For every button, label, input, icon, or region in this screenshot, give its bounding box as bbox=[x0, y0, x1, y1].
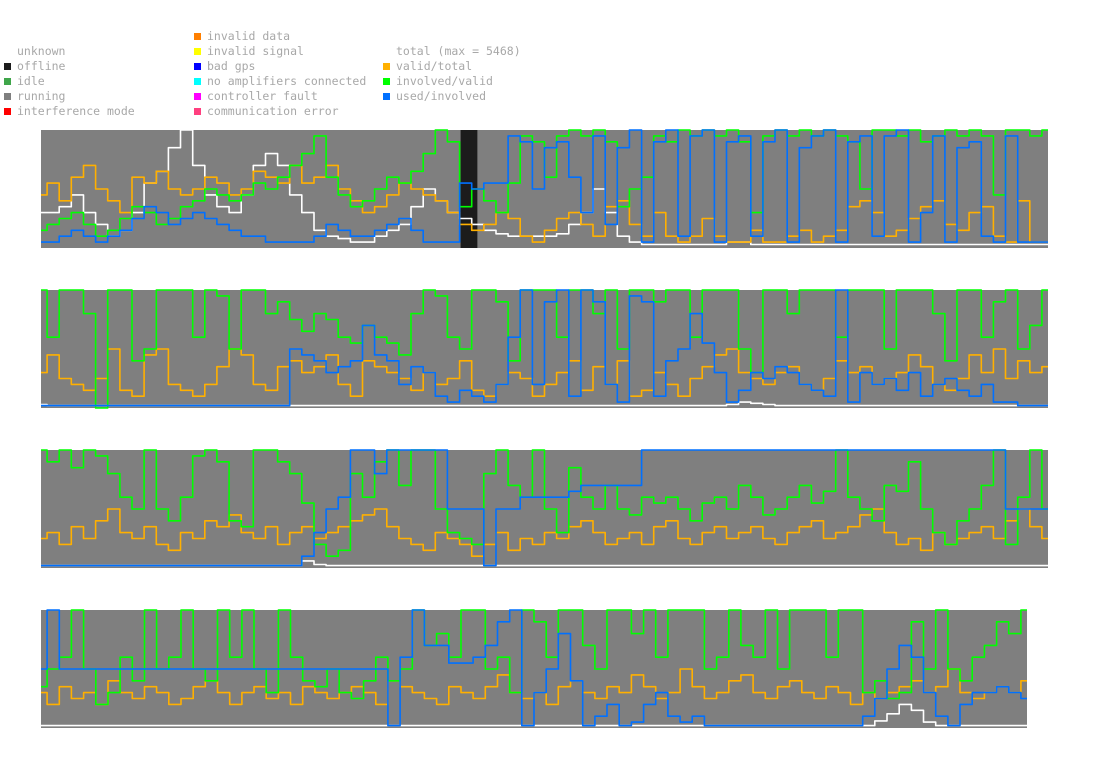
legend-swatch bbox=[4, 78, 11, 85]
legend-label: interference mode bbox=[17, 104, 135, 118]
series-line-used-involved bbox=[41, 129, 1048, 243]
chart-row-1 bbox=[41, 129, 1048, 248]
chart-row-3 bbox=[41, 449, 1048, 568]
chart-row-2 bbox=[41, 289, 1048, 409]
legend-label: bad gps bbox=[207, 59, 256, 73]
legend-swatch bbox=[194, 63, 201, 70]
legend-swatch bbox=[4, 63, 11, 70]
legend-label: involved/valid bbox=[396, 74, 493, 88]
legend-swatch bbox=[194, 93, 201, 100]
legend-label: offline bbox=[17, 59, 66, 73]
series-line-valid-total bbox=[41, 508, 1048, 557]
series-line-total bbox=[41, 129, 1048, 246]
legend-label: idle bbox=[17, 74, 45, 88]
legend-swatch bbox=[194, 108, 201, 115]
legend-label: unknown bbox=[17, 44, 66, 58]
legend-label: used/involved bbox=[396, 89, 487, 103]
legend-swatch bbox=[4, 93, 11, 100]
chart-row-4 bbox=[41, 609, 1027, 728]
legend-swatch bbox=[383, 63, 390, 70]
legend-swatch bbox=[4, 108, 11, 115]
legend-swatch bbox=[383, 78, 390, 85]
legend: unknown offline idle running interference mo… bbox=[0, 0, 1095, 125]
legend-swatch bbox=[194, 78, 201, 85]
legend-label: no amplifiers connected bbox=[207, 74, 367, 88]
legend-swatch bbox=[194, 33, 201, 40]
series-line-used-involved bbox=[41, 609, 1027, 727]
legend-swatch bbox=[383, 93, 390, 100]
legend-label: running bbox=[17, 89, 66, 103]
legend-label: valid/total bbox=[396, 59, 473, 73]
legend-label: total (max = 5468) bbox=[396, 44, 521, 58]
legend-label: invalid signal bbox=[207, 44, 304, 58]
legend-label: communication error bbox=[207, 104, 339, 118]
legend-swatch bbox=[194, 48, 201, 55]
series-line-involved-valid bbox=[41, 449, 1048, 557]
series-line-total bbox=[41, 703, 1027, 727]
legend-label: invalid data bbox=[207, 29, 291, 43]
series-line-valid-total bbox=[41, 164, 1048, 243]
series-line-used-involved bbox=[41, 289, 1048, 407]
series-line-used-involved bbox=[41, 449, 1048, 567]
legend-label: controller fault bbox=[207, 89, 318, 103]
